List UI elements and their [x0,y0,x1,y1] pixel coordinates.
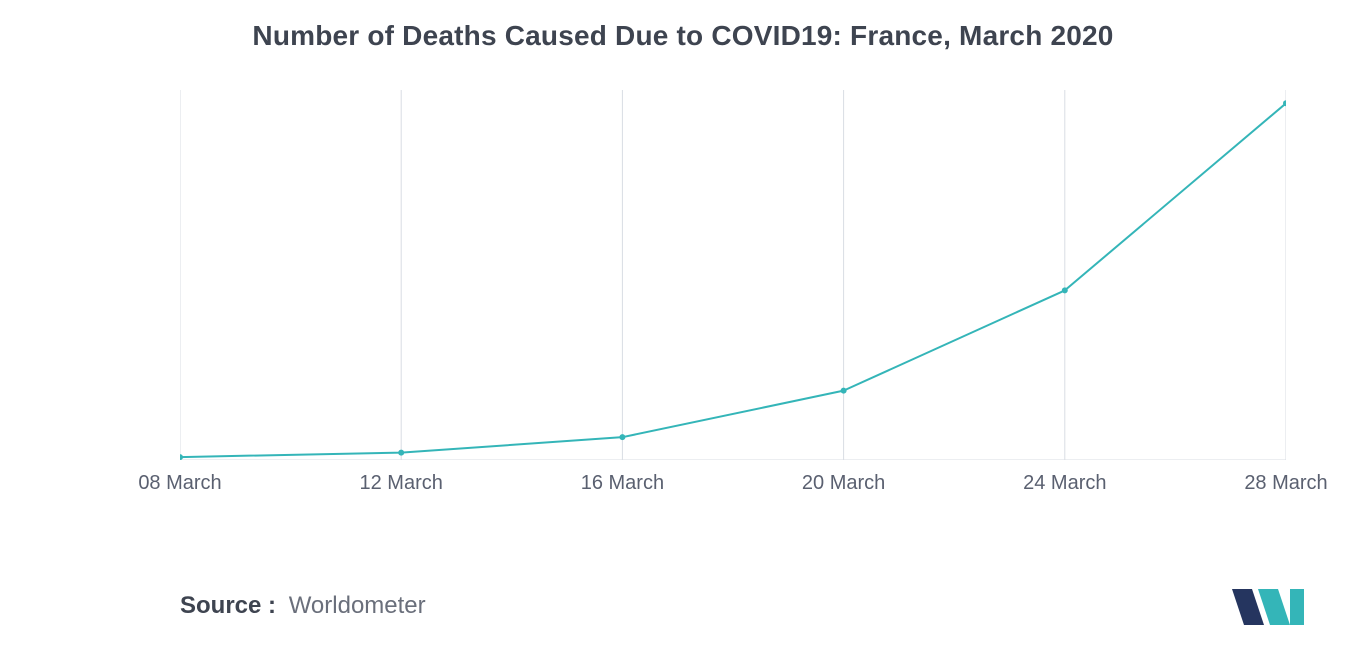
data-marker [180,454,183,460]
line-chart-svg [180,90,1286,460]
data-marker [398,450,404,456]
x-tick-label: 20 March [802,472,885,495]
data-marker [841,388,847,394]
x-tick-label: 12 March [360,472,443,495]
brand-logo [1228,583,1306,625]
chart-title: Number of Deaths Caused Due to COVID19: … [0,20,1366,52]
x-tick-label: 16 March [581,472,664,495]
source-line: Source : Worldometer [180,592,426,620]
brand-logo-icon [1228,583,1306,625]
source-label: Source : [180,592,276,619]
chart-plot-area: 08 March12 March16 March20 March24 March… [180,90,1286,460]
chart-card: Number of Deaths Caused Due to COVID19: … [0,0,1366,655]
data-marker [1062,287,1068,293]
x-tick-label: 08 March [138,472,221,495]
x-tick-label: 24 March [1023,472,1106,495]
data-line [180,103,1286,457]
x-tick-label: 28 March [1244,472,1327,495]
data-marker [619,434,625,440]
source-value: Worldometer [289,592,426,619]
